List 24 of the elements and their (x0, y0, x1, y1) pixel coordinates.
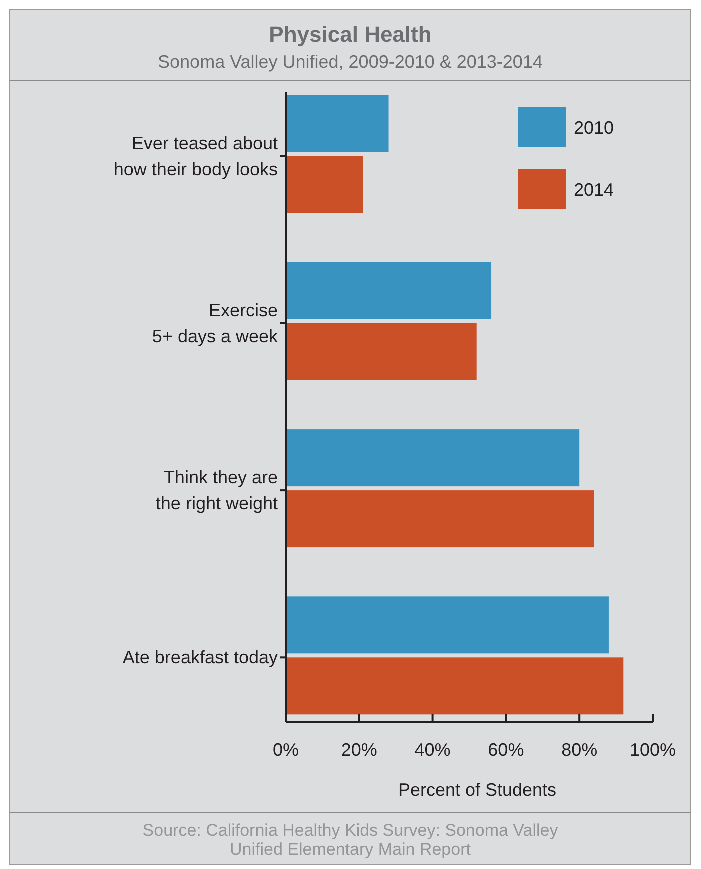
y-tick-label: Ate breakfast today (122, 648, 278, 668)
x-tick-label: 60% (488, 740, 524, 760)
y-tick-label: Think they are the right weight (156, 468, 278, 514)
legend-label: 2014 (574, 180, 614, 200)
legend-label: 2010 (574, 118, 614, 138)
source-note: Source: California Healthy Kids Survey: Sonoma Valley Unified Elementary Main Report (142, 821, 559, 859)
x-tick-label: 0% (272, 740, 300, 760)
bar (286, 596, 609, 654)
x-axis-title: Percent of Students (398, 780, 557, 800)
bar (286, 156, 364, 214)
chart-subtitle: Sonoma Valley Unified, 2009-2010 & 2013-2014 (158, 52, 543, 72)
bar (286, 430, 580, 487)
bar (286, 323, 477, 380)
bar (286, 95, 389, 152)
y-tick-label: Exercise 5+ days a week (152, 300, 279, 346)
chart-title: Physical Health (269, 22, 432, 47)
x-tick-label: 80% (562, 740, 598, 760)
x-tick-label: 100% (630, 740, 676, 760)
bar (286, 490, 594, 548)
bar (286, 658, 624, 715)
x-tick-label: 20% (341, 740, 378, 760)
bar (286, 262, 492, 320)
x-tick-label: 40% (414, 740, 451, 760)
y-tick-label: Ever teased about how their body looks (114, 133, 278, 180)
